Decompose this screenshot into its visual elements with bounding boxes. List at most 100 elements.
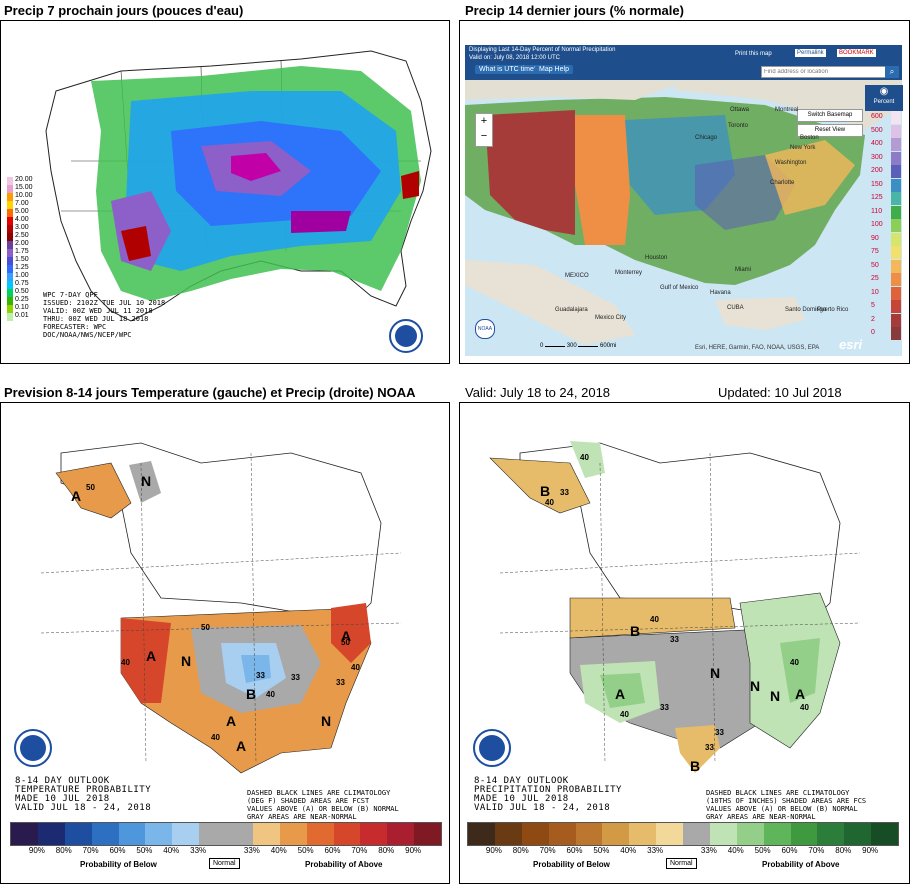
colorbar-segment (468, 823, 495, 845)
qpf-legend-swatch (7, 217, 13, 225)
colorbar-tick: 40% (270, 846, 287, 855)
qpf-legend-swatch (7, 241, 13, 249)
percent-legend-swatch (891, 151, 901, 165)
zoom-in-button[interactable]: + (480, 115, 488, 127)
colorbar-segment (548, 823, 576, 845)
zoom-out-button[interactable]: − (480, 130, 488, 142)
map-label: A (236, 738, 247, 754)
map-label: 33 (660, 703, 669, 712)
colorbar-segment (91, 823, 119, 845)
esri-map[interactable]: + − Switch Basemap Reset View NOAA 0 300… (465, 45, 902, 356)
qpf-legend-label: 2.00 (15, 240, 29, 247)
colorbar-segment (817, 823, 845, 845)
colorbar-tick: 50% (136, 846, 153, 855)
colorbar-tick: 60% (324, 846, 341, 855)
temp-below-label: Probability of Below (80, 860, 157, 869)
map-help-button[interactable]: Map Help (535, 65, 573, 74)
qpf-info-line: WPC 7-DAY QPF (43, 291, 98, 299)
print-map-link[interactable]: Print this map (735, 51, 772, 57)
updated-date: Updated: 10 Jul 2018 (718, 385, 842, 400)
temp-info-line: 8-14 DAY OUTLOOK (15, 776, 110, 786)
switch-basemap-button[interactable]: Switch Basemap (797, 109, 863, 122)
qpf-info-line: THRU: 00Z WED JUL 18 2018 (43, 315, 149, 323)
colorbar-segment (709, 823, 737, 845)
colorbar-tick: 90% (28, 846, 45, 855)
precip-note-line: GRAY AREAS ARE NEAR-NORMAL (706, 813, 816, 821)
map-label: N (710, 665, 721, 681)
qpf-legend-swatch (7, 209, 13, 217)
precip-outlook-map (473, 441, 861, 773)
place-label: Santo Domingo (785, 307, 827, 313)
noaa-text: NOAA (391, 311, 412, 318)
place-label: Houston (645, 255, 668, 261)
map-label: 33 (256, 671, 265, 680)
qpf-info-line: VALID: 00Z WED JUL 11 2018 (43, 307, 153, 315)
qpf-noaa-logo: NOAA (391, 311, 412, 318)
map-label: B (540, 483, 551, 499)
qpf-legend-label: 0.25 (15, 296, 29, 303)
percent-legend-label: 600 (871, 113, 883, 120)
header-line-2: Valid on: July 08, 2018 12:00 UTC (469, 55, 560, 61)
colorbar-segment (226, 823, 253, 845)
percent-legend-label: 25 (871, 275, 879, 282)
percent-legend-swatch (891, 219, 901, 232)
qpf-legend-label: 1.50 (15, 256, 29, 263)
colorbar-tick: 90% (862, 846, 879, 855)
search-icon[interactable]: ⌕ (885, 66, 899, 78)
map-label: 33 (670, 635, 679, 644)
reset-view-button[interactable]: Reset View (797, 124, 863, 137)
colorbar-tick: 60% (109, 846, 126, 855)
percent-legend-swatch (891, 300, 901, 313)
place-label: Boston (800, 135, 819, 141)
bookmark-button[interactable]: BOOKMARK (837, 49, 876, 57)
country-outline (45, 50, 432, 322)
colorbar-segment (844, 823, 872, 845)
place-label: Monterrey (615, 270, 643, 276)
qpf-legend-label: 7.00 (15, 200, 29, 207)
map-label: A (226, 713, 237, 729)
esri-logo: esri (839, 337, 863, 352)
precip-note-line: VALUES ABOVE (A) OR BELOW (B) NORMAL (706, 805, 858, 813)
colorbar-tick: 33% (647, 846, 664, 855)
map-label: 33 (336, 678, 345, 687)
colorbar-segment (763, 823, 791, 845)
colorbar-segment (199, 823, 226, 845)
qpf-legend-label: 15.00 (15, 184, 33, 191)
place-label: Washington (775, 160, 807, 166)
precip-info-line: PRECIPITATION PROBABILITY (474, 785, 622, 795)
colorbar-tick: 80% (55, 846, 72, 855)
percent-legend-label: 50 (871, 261, 879, 269)
place-label: Guadalajara (555, 307, 588, 313)
percent-legend-swatch (891, 178, 901, 192)
qpf-info-line: ISSUED: 2102Z TUE JUL 10 2018 (43, 299, 166, 307)
precip-info: 8-14 DAY OUTLOOK PRECIPITATION PROBABILI… (474, 777, 622, 813)
map-label: N (321, 713, 332, 729)
qpf-legend-swatch (7, 201, 13, 209)
qpf-legend-label: 10.00 (15, 192, 33, 199)
temp-outlook-panel: N A 50 40 A 50 N 33 B 40 33 N A 40 A 50 40 33 A 8-14 DAY O… (0, 402, 450, 884)
place-label: Miami (735, 267, 751, 273)
permalink-button[interactable]: Permalink (795, 49, 826, 57)
temp-normal-label: Normal (209, 858, 240, 869)
percent-legend-label: 2 (871, 315, 875, 323)
utc-time-button[interactable]: What is UTC time? (475, 65, 542, 74)
map-label: N (141, 473, 152, 489)
colorbar-tick: 40% (620, 846, 637, 855)
temp-note-line: VALUES ABOVE (A) OR BELOW (B) NORMAL (247, 805, 399, 813)
colorbar-tick: 80% (378, 846, 395, 855)
map-label: A (795, 686, 806, 702)
search-input[interactable] (761, 66, 887, 78)
place-label: Mexico City (595, 315, 627, 321)
qpf-legend-swatch (7, 233, 13, 241)
percent-legend-swatch (891, 246, 901, 259)
map-label: N (770, 688, 781, 704)
map-label: 40 (121, 658, 130, 667)
temp-info-line: VALID JUL 18 - 24, 2018 (15, 803, 152, 813)
qpf-legend-label: 1.00 (15, 272, 29, 279)
map-label: 33 (705, 743, 714, 752)
percent-legend-label: 100 (871, 221, 883, 228)
map-label: 33 (715, 728, 724, 737)
qpf-legend-label: 20.00 (15, 176, 33, 183)
colorbar-segment (333, 823, 361, 845)
